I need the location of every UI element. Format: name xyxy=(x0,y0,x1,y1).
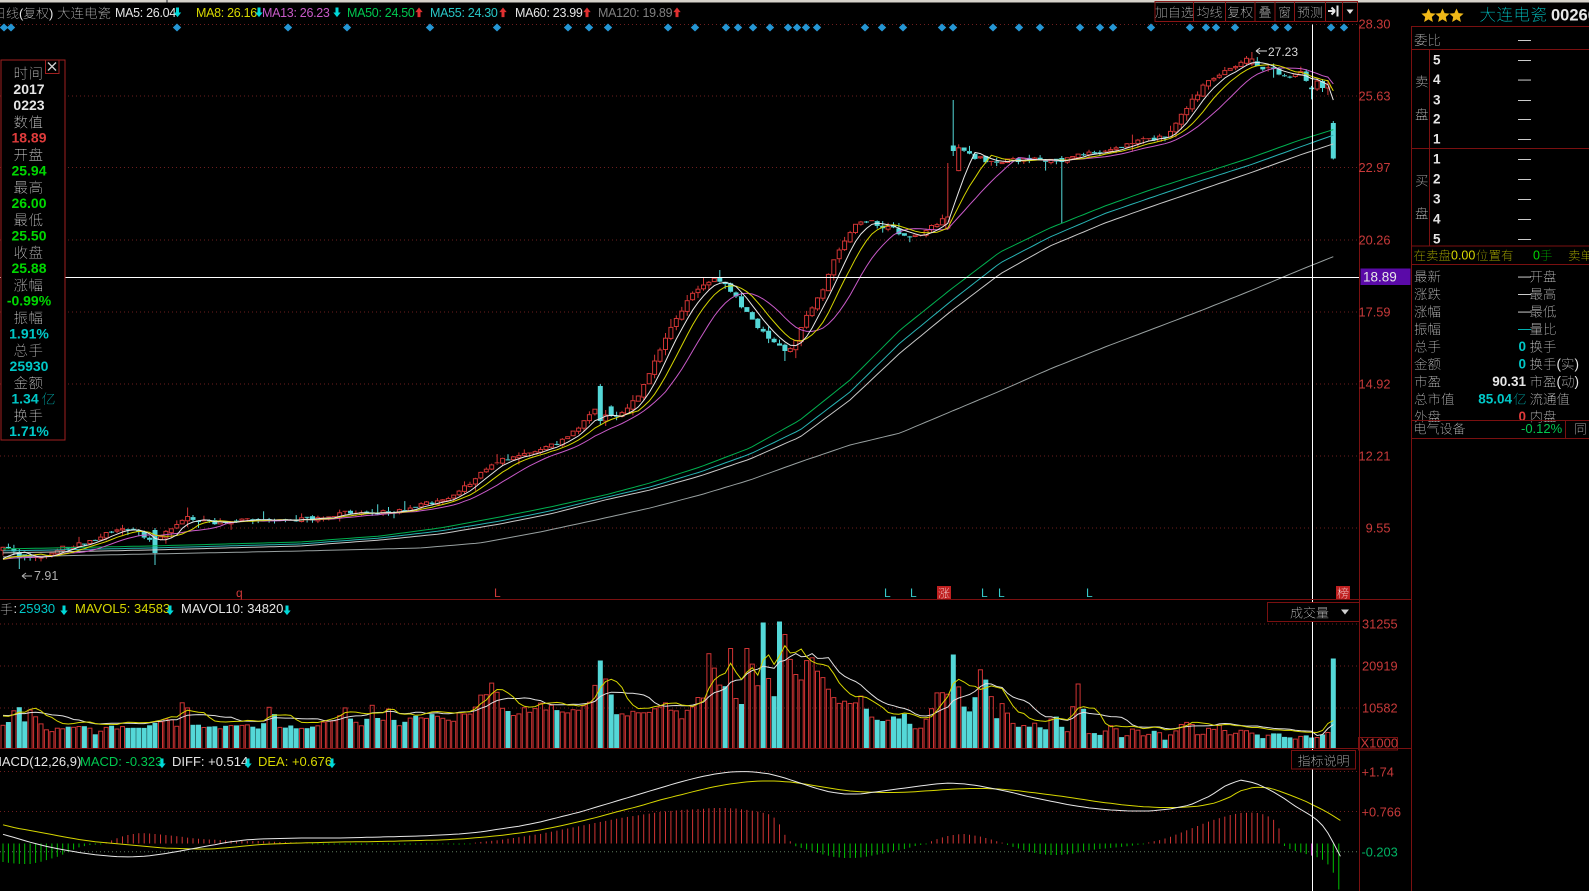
svg-text:25.88: 25.88 xyxy=(11,260,46,276)
svg-text:-0.12%: -0.12% xyxy=(1521,421,1563,436)
svg-text:2: 2 xyxy=(1433,112,1441,127)
svg-text:L: L xyxy=(910,586,917,600)
svg-text:18.89: 18.89 xyxy=(11,130,46,146)
svg-text:MAVOL10: 34820: MAVOL10: 34820 xyxy=(181,601,283,616)
svg-text:DIFF: +0.514: DIFF: +0.514 xyxy=(172,754,248,769)
svg-text:—: — xyxy=(1518,304,1531,319)
svg-text:(: ( xyxy=(1557,357,1562,372)
svg-text:—: — xyxy=(1518,131,1531,146)
svg-text:X1000: X1000 xyxy=(1361,736,1399,751)
svg-text:MA50: 24.50: MA50: 24.50 xyxy=(347,6,415,20)
svg-text:0223: 0223 xyxy=(13,97,44,113)
svg-text:2017: 2017 xyxy=(13,81,44,97)
svg-text:—: — xyxy=(1518,171,1531,186)
svg-text:MA5: 26.04: MA5: 26.04 xyxy=(115,6,176,20)
svg-text:4: 4 xyxy=(1433,72,1441,87)
svg-text:—: — xyxy=(1518,151,1531,166)
svg-text:0: 0 xyxy=(1518,339,1526,354)
svg-text:MACD(12,26,9): MACD(12,26,9) xyxy=(0,754,81,769)
svg-text:12.21: 12.21 xyxy=(1358,449,1390,464)
svg-text:85.04: 85.04 xyxy=(1478,392,1512,407)
svg-text:—: — xyxy=(1518,321,1531,336)
svg-text:26.00: 26.00 xyxy=(11,195,46,211)
svg-text:1.34: 1.34 xyxy=(11,391,38,407)
svg-text:2: 2 xyxy=(1433,172,1441,187)
svg-text:90.31: 90.31 xyxy=(1492,374,1526,389)
svg-text:—: — xyxy=(1518,32,1531,47)
svg-text:25930: 25930 xyxy=(10,358,49,374)
svg-text:L: L xyxy=(494,586,501,600)
svg-text:25930: 25930 xyxy=(19,601,55,616)
svg-text:L: L xyxy=(884,586,891,600)
svg-text:0: 0 xyxy=(1533,249,1540,263)
svg-text:MAVOL5: 34583: MAVOL5: 34583 xyxy=(75,601,170,616)
svg-text:—: — xyxy=(1518,191,1531,206)
svg-text:31255: 31255 xyxy=(1362,617,1398,632)
svg-text:—: — xyxy=(1518,92,1531,107)
svg-text:3: 3 xyxy=(1433,192,1441,207)
svg-text:—: — xyxy=(1518,269,1531,284)
svg-text:14.92: 14.92 xyxy=(1358,377,1390,392)
svg-text:): ) xyxy=(1575,357,1580,372)
svg-text:(: ( xyxy=(19,6,24,21)
svg-text:MA120: 19.89: MA120: 19.89 xyxy=(598,6,673,20)
svg-text:—: — xyxy=(1518,72,1531,87)
svg-text:—: — xyxy=(1518,231,1531,246)
svg-text:(: ( xyxy=(1557,374,1562,389)
svg-text:—: — xyxy=(1518,211,1531,226)
svg-text:25.63: 25.63 xyxy=(1358,89,1390,104)
svg-text:28.30: 28.30 xyxy=(1358,17,1390,32)
svg-text:1.71%: 1.71% xyxy=(9,423,49,439)
svg-text:MACD: -0.323: MACD: -0.323 xyxy=(80,754,162,769)
svg-text:20919: 20919 xyxy=(1362,659,1398,674)
svg-text:0: 0 xyxy=(1518,409,1526,424)
svg-text:5: 5 xyxy=(1433,52,1441,67)
svg-text:0.00: 0.00 xyxy=(1451,249,1475,263)
svg-text:+1.74: +1.74 xyxy=(1362,765,1394,780)
svg-text:10582: 10582 xyxy=(1362,701,1398,716)
svg-text:25.94: 25.94 xyxy=(11,162,46,178)
svg-text:22.97: 22.97 xyxy=(1358,160,1390,175)
svg-text:MA13: 26.23: MA13: 26.23 xyxy=(262,6,330,20)
svg-text:L: L xyxy=(981,586,988,600)
svg-text:-0.99%: -0.99% xyxy=(7,293,52,309)
svg-text::: : xyxy=(14,601,18,616)
svg-text:7.91: 7.91 xyxy=(34,569,58,583)
svg-text:-0.203: -0.203 xyxy=(1362,844,1398,859)
svg-text:18.89: 18.89 xyxy=(1363,270,1397,285)
svg-text:1: 1 xyxy=(1433,132,1441,147)
svg-text:): ) xyxy=(49,6,53,21)
svg-text:L: L xyxy=(998,586,1005,600)
svg-text:1.91%: 1.91% xyxy=(9,325,49,341)
svg-text:0: 0 xyxy=(1518,357,1526,372)
svg-text:—: — xyxy=(1518,286,1531,301)
svg-text:3: 3 xyxy=(1433,92,1441,107)
svg-text:q: q xyxy=(236,586,243,600)
svg-text:—: — xyxy=(1518,111,1531,126)
svg-text:20.26: 20.26 xyxy=(1358,233,1390,248)
svg-text:002606: 002606 xyxy=(1551,7,1589,25)
svg-text:): ) xyxy=(1575,374,1580,389)
svg-text:1: 1 xyxy=(1433,152,1441,167)
svg-text:17.59: 17.59 xyxy=(1358,305,1390,320)
svg-text:MA60: 23.99: MA60: 23.99 xyxy=(515,6,583,20)
svg-text:MA55: 24.30: MA55: 24.30 xyxy=(430,6,498,20)
svg-text:L: L xyxy=(1086,586,1093,600)
svg-text:+0.766: +0.766 xyxy=(1362,805,1402,820)
svg-text:9.55: 9.55 xyxy=(1366,521,1391,536)
svg-text:MA8: 26.16: MA8: 26.16 xyxy=(196,6,257,20)
svg-text:—: — xyxy=(1518,52,1531,67)
svg-text:25.50: 25.50 xyxy=(11,228,46,244)
svg-text:27.23: 27.23 xyxy=(1268,45,1298,59)
svg-text:4: 4 xyxy=(1433,211,1441,226)
svg-text:DEA: +0.676: DEA: +0.676 xyxy=(258,754,332,769)
svg-text:5: 5 xyxy=(1433,231,1441,246)
